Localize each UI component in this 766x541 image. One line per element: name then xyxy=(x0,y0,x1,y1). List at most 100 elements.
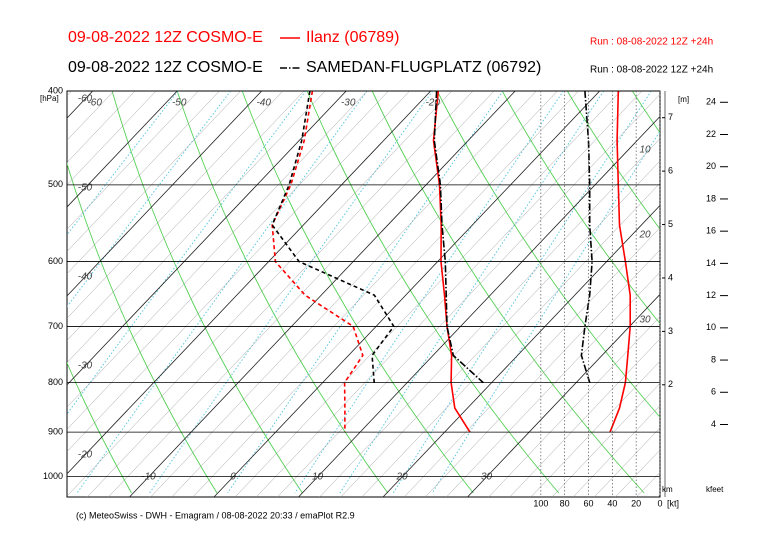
kfeet-tick-label: 12 xyxy=(706,290,716,300)
y-tick-label: 500 xyxy=(48,179,63,189)
km-tick-label: 7 xyxy=(668,112,673,122)
y-tick-label: 1000 xyxy=(43,471,63,481)
footer: (c) MeteoSwiss - DWH - Emagram / 08-08-2… xyxy=(76,510,355,520)
isotherm-minor xyxy=(67,91,199,230)
wind-speed-line xyxy=(580,91,593,383)
wind-panel-label: 10 xyxy=(639,145,651,156)
km-tick-label: 2 xyxy=(668,379,673,389)
legend-label: Ilanz (06789) xyxy=(306,29,399,46)
dry-adiabat xyxy=(371,91,645,494)
isotherm-minor xyxy=(108,91,495,497)
wind-panel-label: 20 xyxy=(638,230,651,241)
isotherm-minor xyxy=(67,91,136,163)
dry-adiabat xyxy=(501,91,660,325)
isotherm-label: -50 xyxy=(172,98,187,109)
km-axis-label: [m] xyxy=(678,95,689,104)
dry-adiabat xyxy=(631,91,660,134)
isotherm-label: 20 xyxy=(395,472,408,483)
isotherm-label: -20 xyxy=(425,98,440,109)
isotherm-minor xyxy=(67,91,241,275)
isotherm-minor xyxy=(572,405,660,497)
isotherm xyxy=(467,293,660,497)
isotherm-minor xyxy=(67,91,93,119)
isotherm-minor xyxy=(615,449,660,497)
isotherm-minor xyxy=(488,316,660,497)
isotherm xyxy=(129,91,516,497)
isotherm xyxy=(382,204,660,497)
dry-adiabat xyxy=(67,361,132,494)
isotherm-label: -30 xyxy=(78,361,93,372)
isotherm-label: -40 xyxy=(256,98,271,109)
km-tick-label: 3 xyxy=(668,326,673,336)
dewpoint-line xyxy=(271,91,395,383)
isotherm-label: -60 xyxy=(87,98,102,109)
isotherm-minor xyxy=(721,91,766,497)
isotherm-minor xyxy=(67,91,326,363)
mixing-ratio-line xyxy=(149,91,434,494)
isotherm-minor xyxy=(551,383,660,497)
kfeet-tick-label: 8 xyxy=(711,354,716,364)
kfeet-unit: kfeet xyxy=(706,485,724,494)
y-tick-label: 400 xyxy=(48,85,63,95)
isotherm xyxy=(67,91,431,475)
isotherm-minor xyxy=(425,249,660,497)
isotherm-minor xyxy=(67,91,410,452)
isotherm-minor xyxy=(67,91,305,341)
dry-adiabat xyxy=(0,91,46,493)
isotherm-label: 10 xyxy=(312,472,324,483)
isotherm-minor xyxy=(67,91,220,252)
header: 09-08-2022 12Z COSMO-E xyxy=(68,29,263,46)
wind-axis-label: [kt] xyxy=(667,498,679,508)
dry-adiabat xyxy=(436,91,660,418)
isotherm-minor xyxy=(234,91,621,497)
isotherm-minor xyxy=(361,182,660,497)
dry-adiabat xyxy=(176,91,389,494)
isotherm-minor xyxy=(67,91,368,408)
isotherm xyxy=(298,115,660,497)
run-info: Run : 08-08-2022 12Z +24h xyxy=(590,65,713,76)
kfeet-tick-label: 6 xyxy=(711,387,716,397)
dry-adiabat xyxy=(67,162,218,494)
isotherm-minor xyxy=(150,91,537,497)
isotherm-minor xyxy=(256,91,643,497)
km-tick-label: 5 xyxy=(668,219,673,229)
y-tick-label: 800 xyxy=(48,377,63,387)
isotherm-label: -20 xyxy=(78,450,93,461)
dry-adiabat xyxy=(306,91,560,494)
isotherm-minor xyxy=(636,471,660,497)
isotherm-minor xyxy=(192,91,579,497)
kfeet-tick-label: 14 xyxy=(706,258,716,268)
wind-speed-line xyxy=(609,91,631,433)
y-axis-label: [hPa] xyxy=(40,94,59,103)
y-tick-label: 900 xyxy=(48,427,63,437)
kfeet-tick-label: 18 xyxy=(706,193,716,203)
isotherm-minor xyxy=(171,91,558,497)
kfeet-tick-label: 16 xyxy=(706,226,716,236)
kfeet-tick-label: 24 xyxy=(706,97,716,107)
wind-tick-label: 100 xyxy=(533,498,548,508)
dry-adiabat xyxy=(241,91,474,494)
isotherm-minor xyxy=(0,91,29,497)
mixing-ratio-line xyxy=(67,91,179,236)
isotherm xyxy=(67,91,262,297)
km-tick-label: 4 xyxy=(668,272,673,282)
isotherm-minor xyxy=(0,91,8,497)
plot-area xyxy=(0,91,766,497)
mixing-ratio-line xyxy=(431,130,660,494)
isotherm-minor xyxy=(67,91,452,497)
dry-adiabat xyxy=(762,91,766,493)
isotherm-label: -10 xyxy=(141,472,156,483)
isotherm-label: -60 xyxy=(78,94,93,105)
temperature-line xyxy=(433,91,484,384)
isotherm-minor xyxy=(67,91,178,208)
wind-tick-label: 40 xyxy=(607,498,617,508)
km-tick-label: 6 xyxy=(668,166,673,176)
isotherm xyxy=(67,91,178,208)
header: 09-08-2022 12Z COSMO-E xyxy=(68,59,263,76)
kfeet-tick-label: 10 xyxy=(706,322,716,332)
mixing-ratio-line xyxy=(339,91,605,494)
km-unit: km xyxy=(662,485,673,494)
isotherm-minor xyxy=(530,360,660,497)
